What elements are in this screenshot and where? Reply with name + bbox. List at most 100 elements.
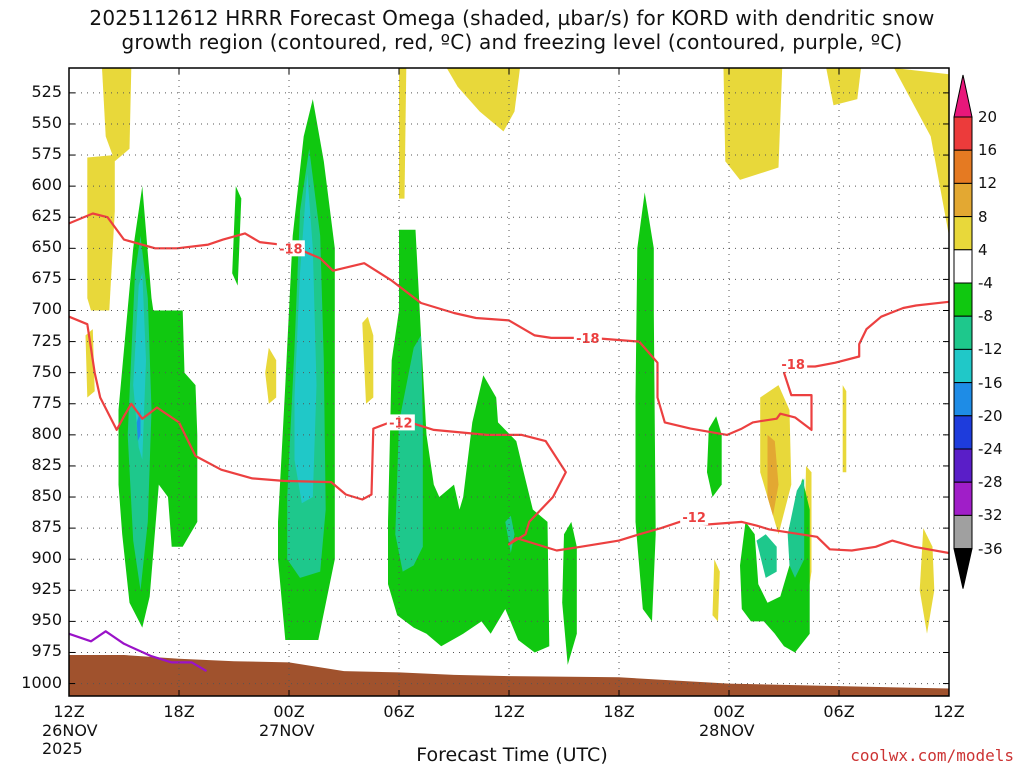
x-tick-year-label: 2025 [42, 739, 83, 758]
colorbar-label: -4 [978, 274, 993, 292]
x-axis-title: Forecast Time (UTC) [416, 744, 608, 766]
y-tick-label: 925 [31, 579, 62, 599]
y-tick-label: 975 [31, 641, 62, 661]
omega-region-30 [133, 273, 146, 460]
y-tick-label: 575 [31, 144, 62, 164]
y-tick-label: 600 [31, 175, 62, 195]
omega-region-19 [388, 229, 550, 653]
colorbar-label: -24 [978, 440, 1003, 458]
contour-label-0-0: -18 [279, 242, 303, 257]
x-tick-label: 18Z [163, 702, 195, 721]
y-tick-label: 550 [31, 112, 62, 132]
colorbar-bin [953, 116, 973, 151]
y-tick-label: 800 [31, 423, 62, 443]
omega-region-1 [102, 68, 132, 162]
y-tick-label: 525 [31, 81, 62, 101]
colorbar-bin [953, 481, 973, 516]
source-credit: coolwx.com/models [850, 746, 1014, 765]
y-tick-label: 825 [31, 454, 62, 474]
x-tick-label: 12Z [933, 702, 965, 721]
omega-region-28 [756, 534, 777, 578]
omega-region-21 [635, 192, 656, 622]
contour-line-0 [69, 212, 949, 436]
x-tick-date-label: 26NOV [42, 721, 98, 740]
colorbar-bin [953, 149, 973, 184]
y-tick-label: 875 [31, 517, 62, 537]
y-tick-label: 900 [31, 548, 62, 568]
omega-region-31 [294, 173, 317, 504]
contour-label-bg [573, 329, 602, 346]
y-tick-label: 950 [31, 610, 62, 630]
omega-region-23 [740, 478, 810, 653]
x-tick-label: 06Z [383, 702, 415, 721]
contour-label-bg [276, 240, 305, 257]
colorbar-bin [953, 415, 973, 450]
terrain [69, 655, 949, 696]
colorbar-bin [953, 514, 973, 550]
omega-region-3 [265, 347, 277, 404]
contour-label-1-0: -12 [389, 416, 413, 431]
x-tick-label: 06Z [823, 702, 855, 721]
contour-label-1-1: -12 [682, 511, 706, 526]
omega-region-22 [707, 416, 722, 497]
omega-region-5 [446, 68, 520, 132]
x-tick-label: 12Z [493, 702, 525, 721]
colorbar-bin [953, 249, 973, 284]
x-tick-label: 00Z [713, 702, 745, 721]
omega-region-14 [919, 528, 935, 634]
colorbar-label: -20 [978, 406, 1003, 425]
omega-region-32 [136, 410, 141, 442]
contour-label-bg [680, 508, 709, 525]
colorbar-bin [953, 348, 973, 384]
contour-label-bg [386, 414, 415, 431]
colorbar-label: 8 [978, 207, 988, 226]
y-tick-label: 750 [31, 361, 62, 381]
contour-label-0-1: -18 [576, 332, 600, 347]
x-tick-label: 12Z [53, 702, 85, 721]
colorbar-bottom-arrow [953, 548, 973, 589]
omega-region-7 [723, 68, 783, 180]
x-tick-label: 00Z [273, 702, 305, 721]
colorbar-bin [953, 448, 973, 483]
x-tick-label: 18Z [603, 702, 635, 721]
contour-label-bg [779, 355, 808, 372]
y-tick-label: 675 [31, 268, 62, 288]
x-tick-date-label: 27NOV [259, 721, 315, 740]
colorbar-label: -8 [978, 307, 993, 326]
omega-region-12 [842, 385, 847, 473]
chart-title-line2: growth region (contoured, red, ºC) and f… [121, 30, 903, 54]
omega-region-27 [505, 515, 515, 553]
contour-line-2 [69, 630, 208, 673]
omega-region-4 [399, 68, 407, 199]
colorbar-label: 12 [978, 174, 998, 193]
contour-label-0-2: -18 [781, 358, 805, 373]
omega-region-6 [362, 316, 374, 404]
colorbar-label: -36 [978, 539, 1003, 558]
colorbar-bin [953, 216, 973, 251]
y-tick-label: 650 [31, 237, 62, 257]
y-tick-label: 625 [31, 206, 62, 226]
colorbar-bin [953, 382, 973, 417]
colorbar-top-arrow [953, 74, 973, 118]
colorbar-bin [953, 182, 973, 218]
colorbar-label: 16 [978, 141, 998, 160]
omega-region-9 [894, 68, 949, 236]
colorbar-label: -32 [978, 506, 1003, 525]
colorbar-label: 20 [978, 108, 998, 126]
colorbar-label: -28 [978, 473, 1003, 492]
chart-title-line1: 2025112612 HRRR Forecast Omega (shaded, … [89, 6, 935, 30]
y-tick-label: 775 [31, 392, 62, 412]
y-tick-label: 1000 [21, 672, 62, 692]
omega-region-15 [767, 434, 779, 516]
y-tick-label: 700 [31, 299, 62, 319]
colorbar-label: 4 [978, 240, 988, 259]
y-tick-label: 850 [31, 486, 62, 506]
colorbar-label: -16 [978, 373, 1003, 392]
colorbar-bin [953, 282, 973, 317]
omega-region-26 [395, 335, 423, 572]
omega-region-8 [826, 68, 861, 106]
y-tick-label: 725 [31, 330, 62, 350]
omega-region-13 [712, 559, 720, 622]
colorbar-bin [953, 315, 973, 350]
